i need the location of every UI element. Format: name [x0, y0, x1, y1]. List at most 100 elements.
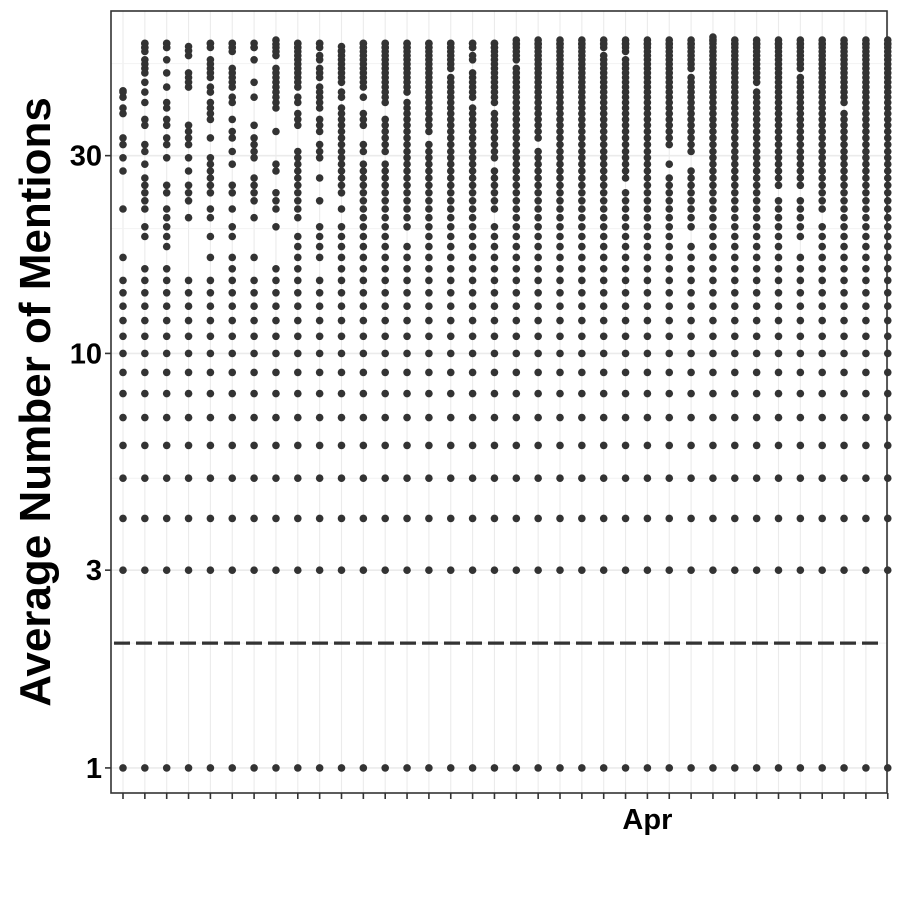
data-point — [512, 514, 521, 523]
data-point — [665, 205, 674, 213]
data-point — [381, 441, 390, 450]
data-point — [599, 189, 608, 197]
data-point — [337, 389, 346, 398]
data-point — [315, 147, 324, 156]
data-point — [272, 332, 280, 341]
data-point — [446, 205, 455, 213]
data-point — [665, 242, 674, 251]
data-point — [862, 174, 870, 182]
data-point — [862, 514, 870, 523]
data-point — [796, 73, 805, 82]
data-point — [206, 289, 215, 297]
data-point — [752, 566, 761, 574]
data-point — [468, 167, 477, 175]
data-point — [556, 232, 564, 241]
data-point — [359, 115, 368, 124]
data-point — [731, 134, 739, 142]
data-point — [446, 764, 455, 772]
data-point — [512, 289, 521, 297]
data-point — [425, 441, 433, 450]
data-point — [774, 109, 783, 118]
data-point — [687, 213, 695, 222]
data-point — [337, 147, 346, 156]
data-point — [141, 413, 149, 422]
data-point — [512, 134, 521, 142]
data-point — [272, 413, 280, 422]
data-point — [425, 316, 433, 325]
data-point — [512, 160, 521, 168]
data-point — [359, 332, 368, 341]
data-point — [141, 115, 149, 124]
data-point — [665, 213, 674, 222]
data-point — [359, 764, 368, 772]
data-point — [665, 302, 674, 311]
data-point — [403, 413, 411, 422]
data-point — [468, 514, 477, 523]
data-point — [250, 197, 258, 205]
data-point — [556, 316, 564, 325]
data-point — [512, 181, 521, 190]
data-point — [556, 514, 564, 523]
data-point — [621, 121, 630, 130]
data-point — [294, 514, 302, 523]
data-point — [359, 413, 368, 422]
data-point — [315, 98, 324, 107]
data-point — [643, 115, 652, 124]
data-point — [446, 566, 455, 574]
data-point — [250, 56, 258, 64]
data-point — [731, 140, 739, 149]
data-point — [578, 115, 586, 124]
data-point — [381, 43, 390, 52]
data-point — [359, 147, 368, 156]
data-point — [468, 441, 477, 450]
data-point — [490, 289, 499, 297]
data-point — [643, 181, 652, 190]
data-point — [665, 223, 674, 231]
data-point — [337, 332, 346, 341]
data-point — [796, 514, 805, 523]
data-point — [228, 413, 237, 422]
data-point — [752, 98, 761, 107]
data-point — [621, 154, 630, 162]
data-point — [425, 368, 433, 377]
data-point — [425, 265, 433, 273]
data-point — [731, 127, 739, 136]
data-point — [556, 147, 564, 156]
data-point — [490, 140, 499, 149]
data-point — [840, 109, 848, 118]
data-point — [228, 93, 237, 101]
data-point — [840, 167, 848, 175]
data-point — [534, 147, 542, 156]
data-point — [119, 289, 127, 297]
data-point — [337, 47, 346, 55]
data-point — [643, 289, 652, 297]
data-point — [468, 213, 477, 222]
data-point — [556, 349, 564, 358]
data-point — [774, 160, 783, 168]
data-point — [578, 213, 586, 222]
data-point — [556, 223, 564, 231]
data-point — [403, 566, 411, 574]
data-point — [687, 253, 695, 262]
data-point — [709, 160, 717, 168]
data-point — [141, 441, 149, 450]
data-point — [556, 242, 564, 251]
data-point — [446, 368, 455, 377]
data-point — [665, 265, 674, 273]
data-point — [294, 242, 302, 251]
data-point — [840, 154, 848, 162]
data-point — [621, 253, 630, 262]
data-point — [206, 764, 215, 772]
data-point — [709, 368, 717, 377]
data-point — [381, 160, 390, 168]
data-point — [621, 276, 630, 285]
data-point — [206, 253, 215, 262]
data-point — [796, 205, 805, 213]
data-point — [534, 764, 542, 772]
data-point — [403, 764, 411, 772]
data-point — [337, 413, 346, 422]
data-point — [665, 115, 674, 124]
data-point — [403, 43, 411, 52]
data-point — [446, 140, 455, 149]
data-point — [468, 121, 477, 130]
